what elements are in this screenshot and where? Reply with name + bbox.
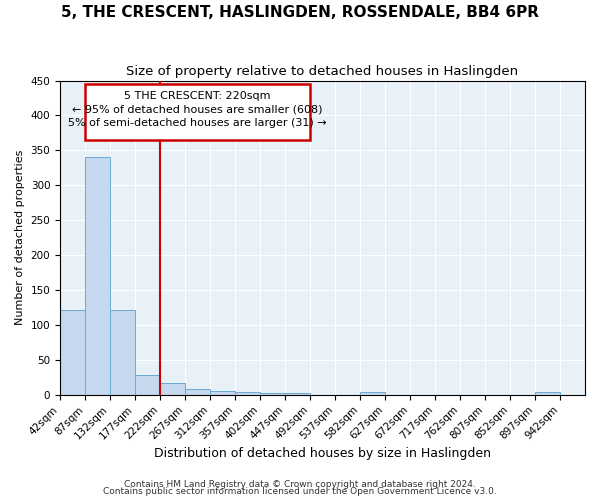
Bar bbox=[535, 392, 560, 395]
Bar bbox=[60, 310, 85, 395]
Text: 5% of semi-detached houses are larger (31) →: 5% of semi-detached houses are larger (3… bbox=[68, 118, 327, 128]
Bar bbox=[285, 393, 310, 395]
Bar bbox=[160, 383, 185, 395]
X-axis label: Distribution of detached houses by size in Haslingden: Distribution of detached houses by size … bbox=[154, 447, 491, 460]
FancyBboxPatch shape bbox=[85, 84, 310, 140]
Text: Contains public sector information licensed under the Open Government Licence v3: Contains public sector information licen… bbox=[103, 488, 497, 496]
Bar bbox=[360, 392, 385, 395]
Bar bbox=[185, 388, 210, 395]
Bar bbox=[210, 392, 235, 395]
Bar bbox=[235, 392, 260, 395]
Text: Contains HM Land Registry data © Crown copyright and database right 2024.: Contains HM Land Registry data © Crown c… bbox=[124, 480, 476, 489]
Bar bbox=[260, 393, 285, 395]
Bar bbox=[85, 158, 110, 395]
Bar bbox=[135, 376, 160, 395]
Bar bbox=[110, 310, 135, 395]
Y-axis label: Number of detached properties: Number of detached properties bbox=[15, 150, 25, 326]
Title: Size of property relative to detached houses in Haslingden: Size of property relative to detached ho… bbox=[127, 65, 518, 78]
Text: 5, THE CRESCENT, HASLINGDEN, ROSSENDALE, BB4 6PR: 5, THE CRESCENT, HASLINGDEN, ROSSENDALE,… bbox=[61, 5, 539, 20]
Text: 5 THE CRESCENT: 220sqm: 5 THE CRESCENT: 220sqm bbox=[124, 91, 271, 101]
Text: ← 95% of detached houses are smaller (608): ← 95% of detached houses are smaller (60… bbox=[72, 104, 323, 115]
